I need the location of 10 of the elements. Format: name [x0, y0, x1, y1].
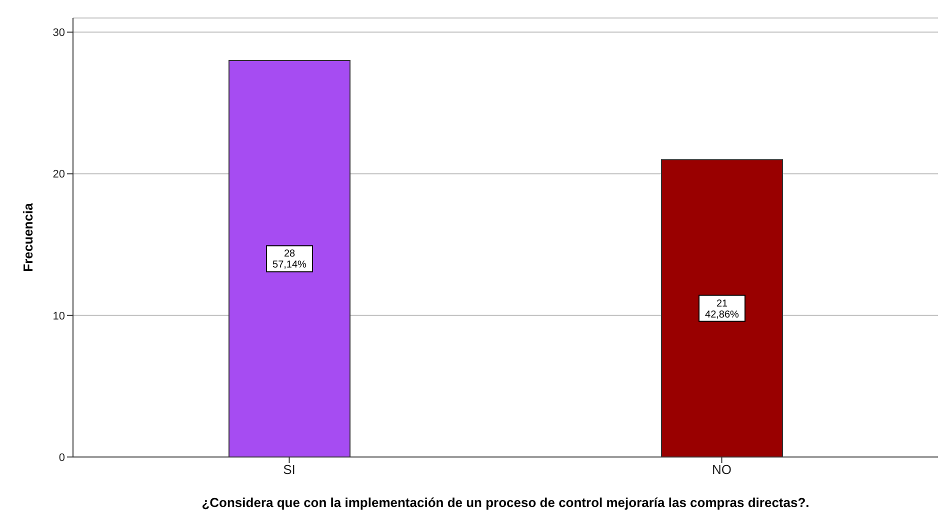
y-tick-label: 30 — [52, 27, 65, 40]
y-tick-label: 0 — [58, 452, 65, 464]
y-tick-label: 10 — [52, 310, 65, 322]
x-tick-label: SI — [283, 462, 296, 478]
data-label: 28 57,14% — [272, 248, 307, 271]
y-axis-title: Frecuencia — [20, 202, 36, 272]
x-tick-label: NO — [712, 462, 732, 478]
x-axis-title: ¿Considera que con la implementación de un proceso de control mejoraría las compras directas?. — [202, 495, 810, 510]
data-label: 21 42,86% — [705, 298, 740, 320]
y-tick-label: 20 — [52, 168, 65, 181]
